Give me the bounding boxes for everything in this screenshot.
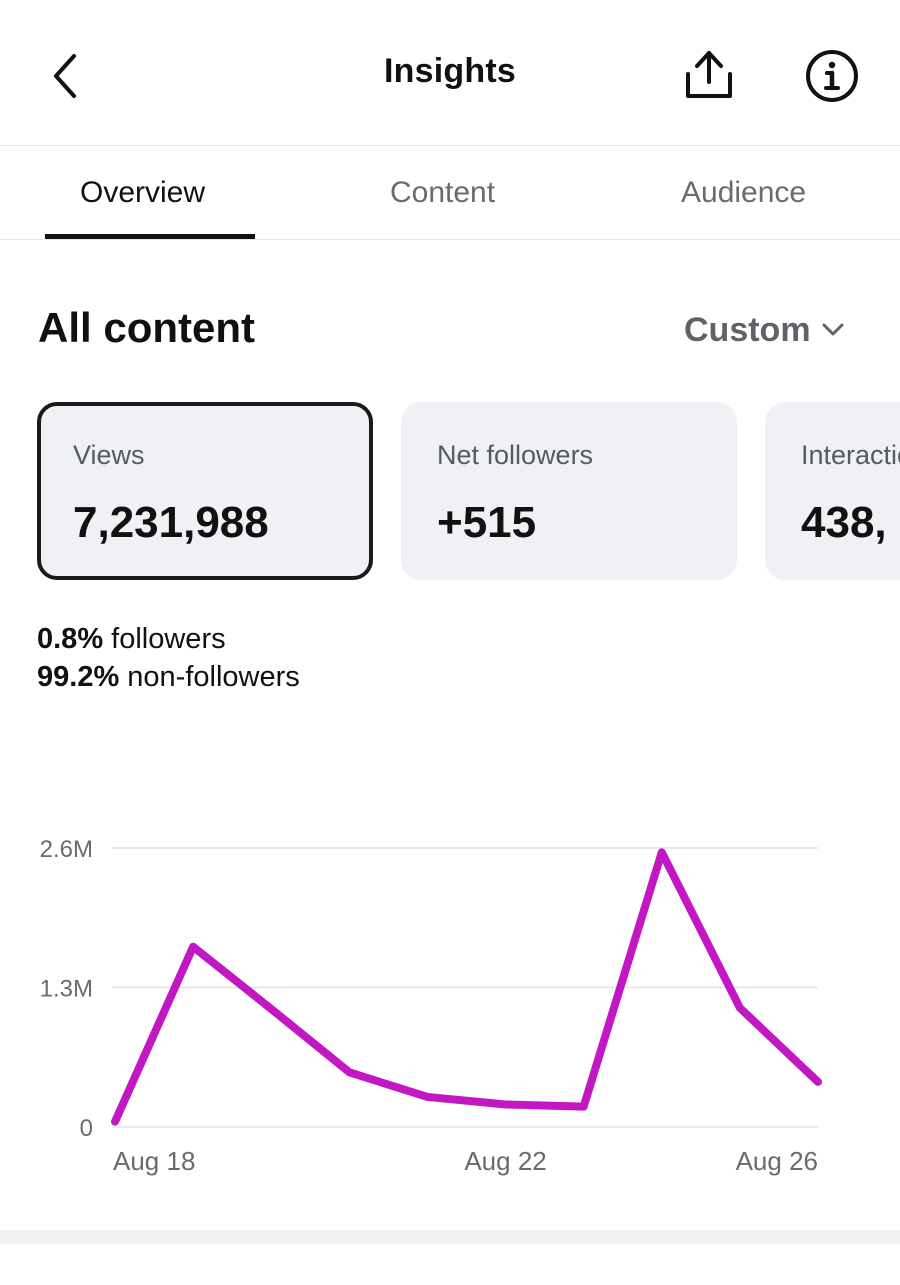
- card-label: Net followers: [437, 440, 594, 470]
- info-button[interactable]: [804, 48, 860, 104]
- active-tab-indicator: [45, 234, 255, 239]
- bottom-divider: [0, 1230, 900, 1244]
- card-label: Views: [73, 440, 145, 470]
- nonfollowers-percent: 99.2%: [37, 661, 120, 693]
- page-title: Insights: [384, 52, 516, 90]
- x-tick-label: Aug 22: [464, 1146, 546, 1176]
- card-value: 438,: [801, 498, 887, 547]
- tab-content[interactable]: Content: [390, 176, 496, 209]
- tab-overview[interactable]: Overview: [80, 176, 206, 209]
- x-tick-label: Aug 26: [736, 1146, 818, 1176]
- period-dropdown[interactable]: Custom: [684, 308, 845, 352]
- nonfollowers-label: non-followers: [119, 661, 300, 693]
- period-dropdown-label: Custom: [684, 310, 811, 349]
- y-tick-label: 0: [80, 1115, 93, 1142]
- nonfollowers-share: 99.2% non-followers: [37, 658, 300, 696]
- share-icon: [686, 51, 732, 98]
- card-label: Interactions: [801, 440, 900, 470]
- views-line-chart: 0 1.3M 2.6M Aug 18 Aug 22 Aug 26: [40, 836, 822, 1176]
- card-value: 7,231,988: [73, 498, 269, 547]
- audience-breakdown: 0.8% followers 99.2% non-followers: [37, 620, 300, 696]
- interactions-card[interactable]: Interactions 438,: [765, 402, 900, 580]
- chevron-left-icon: [54, 54, 76, 98]
- metric-cards: Views 7,231,988 Net followers +515 Inter…: [0, 402, 900, 582]
- tab-audience[interactable]: Audience: [681, 176, 807, 209]
- tab-bar: Overview Content Audience: [0, 146, 900, 240]
- followers-share: 0.8% followers: [37, 620, 300, 658]
- views-series-line: [111, 848, 822, 1126]
- followers-percent: 0.8%: [37, 623, 104, 655]
- back-button[interactable]: [42, 48, 90, 104]
- views-card[interactable]: Views 7,231,988: [37, 402, 373, 580]
- net-followers-card[interactable]: Net followers +515: [401, 402, 737, 580]
- section-title: All content: [38, 304, 255, 351]
- y-tick-label: 2.6M: [40, 836, 93, 863]
- top-navigation-bar: Insights: [0, 0, 900, 146]
- info-icon: [806, 50, 858, 102]
- chevron-down-icon: [822, 323, 844, 336]
- y-tick-label: 1.3M: [40, 976, 93, 1003]
- followers-label: followers: [103, 623, 226, 655]
- card-value: +515: [437, 498, 537, 547]
- x-tick-label: Aug 18: [113, 1146, 195, 1176]
- share-button[interactable]: [680, 44, 738, 104]
